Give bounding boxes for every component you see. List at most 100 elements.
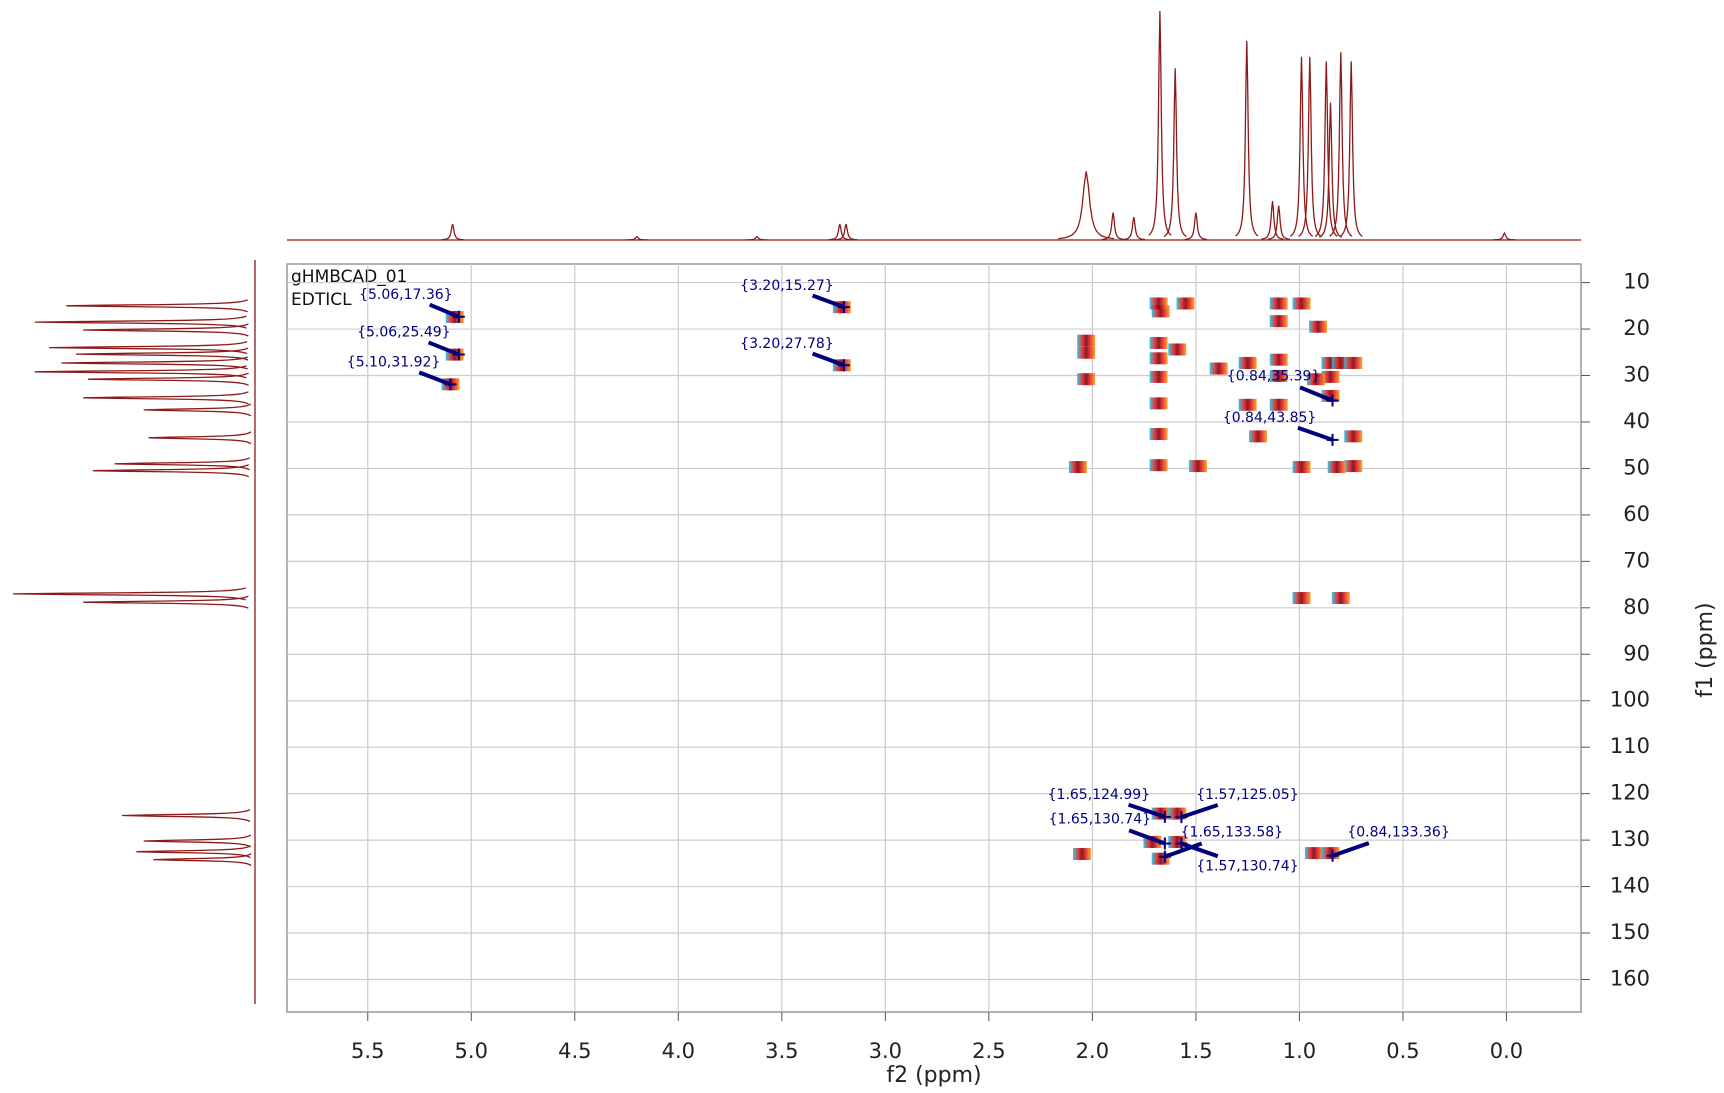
proton-peak <box>441 223 464 241</box>
cross-peak <box>1073 848 1092 861</box>
peak-arrow <box>811 293 845 309</box>
peak-arrow <box>1180 803 1219 819</box>
y-tick-label: 100 <box>1610 688 1650 712</box>
peak-marker <box>1158 850 1171 863</box>
carbon-peak <box>34 315 247 329</box>
sample-name: EDTICL <box>291 290 352 310</box>
proton-peak <box>1101 212 1125 241</box>
cross-peak <box>1249 430 1268 443</box>
peak-label: {1.65,124.99} <box>1048 787 1150 803</box>
peak-marker <box>1175 811 1188 824</box>
proton-peak <box>625 235 649 241</box>
proton-peak <box>1163 68 1187 238</box>
cross-peak <box>1344 460 1363 473</box>
peak-marker <box>1175 837 1188 850</box>
x-tick-label: 1.5 <box>1179 1039 1212 1063</box>
peak-label: {0.84,35.39} <box>1227 369 1321 385</box>
y-tick-label: 50 <box>1623 455 1650 479</box>
proton-peak <box>1122 216 1145 241</box>
cross-peak <box>1344 356 1363 369</box>
x-tick-label: 2.0 <box>1076 1039 1109 1063</box>
peak-arrow <box>1127 802 1166 819</box>
peak-marker <box>1326 849 1339 862</box>
carbon-peak <box>153 853 252 867</box>
cross-peak <box>1344 430 1363 443</box>
y-tick-label: 110 <box>1610 734 1650 758</box>
proton-peak <box>1235 40 1259 237</box>
peak-arrow <box>1180 841 1219 859</box>
carbon-peak <box>61 356 248 370</box>
cross-peak <box>1321 370 1340 383</box>
peak-arrow <box>1164 841 1203 859</box>
cross-peak <box>1188 460 1207 473</box>
x-tick-label: 1.0 <box>1283 1039 1316 1063</box>
x-tick-label: 3.5 <box>765 1039 798 1063</box>
proton-peak <box>745 235 769 241</box>
proton-peak <box>1261 201 1284 240</box>
y-tick-label: 20 <box>1623 316 1650 340</box>
x-tick-label: 5.0 <box>455 1039 488 1063</box>
proton-peak <box>1267 205 1290 240</box>
proton-peak <box>1318 102 1343 238</box>
cross-peak <box>1304 847 1323 860</box>
carbon-peak <box>49 340 248 355</box>
cross-peak <box>1077 346 1096 359</box>
peak-marker <box>1326 394 1339 407</box>
cross-peak <box>1149 397 1168 410</box>
carbon-peak <box>148 431 252 445</box>
carbon-peak <box>121 808 251 823</box>
peak-marker <box>444 378 457 391</box>
plot-frame <box>286 263 1582 1013</box>
x-tick-label: 0.0 <box>1490 1039 1523 1063</box>
x-tick-label: 4.0 <box>662 1039 695 1063</box>
peak-label: {5.06,17.36} <box>359 287 453 303</box>
cross-peak <box>1269 353 1288 366</box>
proton-peak <box>1184 212 1208 241</box>
cross-peak <box>1292 297 1311 310</box>
peak-label: {5.06,25.49} <box>357 325 451 341</box>
cross-peak <box>1238 398 1257 411</box>
cross-peak <box>1149 297 1168 310</box>
proton-peak <box>1339 61 1363 237</box>
cross-peak <box>1149 459 1168 472</box>
cross-peak <box>1149 370 1168 383</box>
cross-peak <box>1077 373 1096 386</box>
x-tick-label: 0.5 <box>1386 1039 1419 1063</box>
carbon-peak <box>114 457 250 471</box>
cross-peak <box>1149 352 1168 365</box>
cross-peak <box>1292 592 1311 605</box>
x-tick-label: 5.5 <box>351 1039 384 1063</box>
cross-peak <box>1269 369 1288 382</box>
peak-arrow <box>418 370 452 387</box>
peak-arrow <box>1297 425 1334 442</box>
carbon-peak <box>75 347 249 361</box>
cross-peak <box>1269 297 1288 310</box>
peak-marker <box>1326 433 1339 446</box>
y-tick-label: 40 <box>1623 409 1650 433</box>
cross-peak <box>1331 592 1350 605</box>
peak-label: {3.20,27.78} <box>740 336 834 352</box>
peak-label: {0.84,43.85} <box>1223 410 1317 426</box>
carbon-peak <box>66 299 248 313</box>
proton-peak <box>1148 10 1172 236</box>
peak-marker <box>837 359 850 372</box>
cross-peak <box>1306 373 1325 386</box>
cross-peak <box>1238 356 1257 369</box>
peak-arrow <box>811 351 845 368</box>
peak-label: {3.20,15.27} <box>740 278 834 294</box>
peak-label: {0.84,133.36} <box>1347 825 1449 841</box>
proton-peak <box>1329 52 1353 237</box>
y-tick-label: 120 <box>1610 781 1650 805</box>
y-tick-label: 160 <box>1610 966 1650 990</box>
proton-peak <box>834 223 858 241</box>
x-tick-label: 4.5 <box>558 1039 591 1063</box>
cross-peak <box>1149 428 1168 441</box>
peak-arrow <box>427 340 460 357</box>
y-tick-label: 30 <box>1623 363 1650 387</box>
x-tick-label: 2.5 <box>972 1039 1005 1063</box>
carbon-peak <box>83 323 249 337</box>
carbon-peak <box>34 365 247 379</box>
peak-marker <box>452 310 465 323</box>
cross-peak <box>1168 343 1187 356</box>
